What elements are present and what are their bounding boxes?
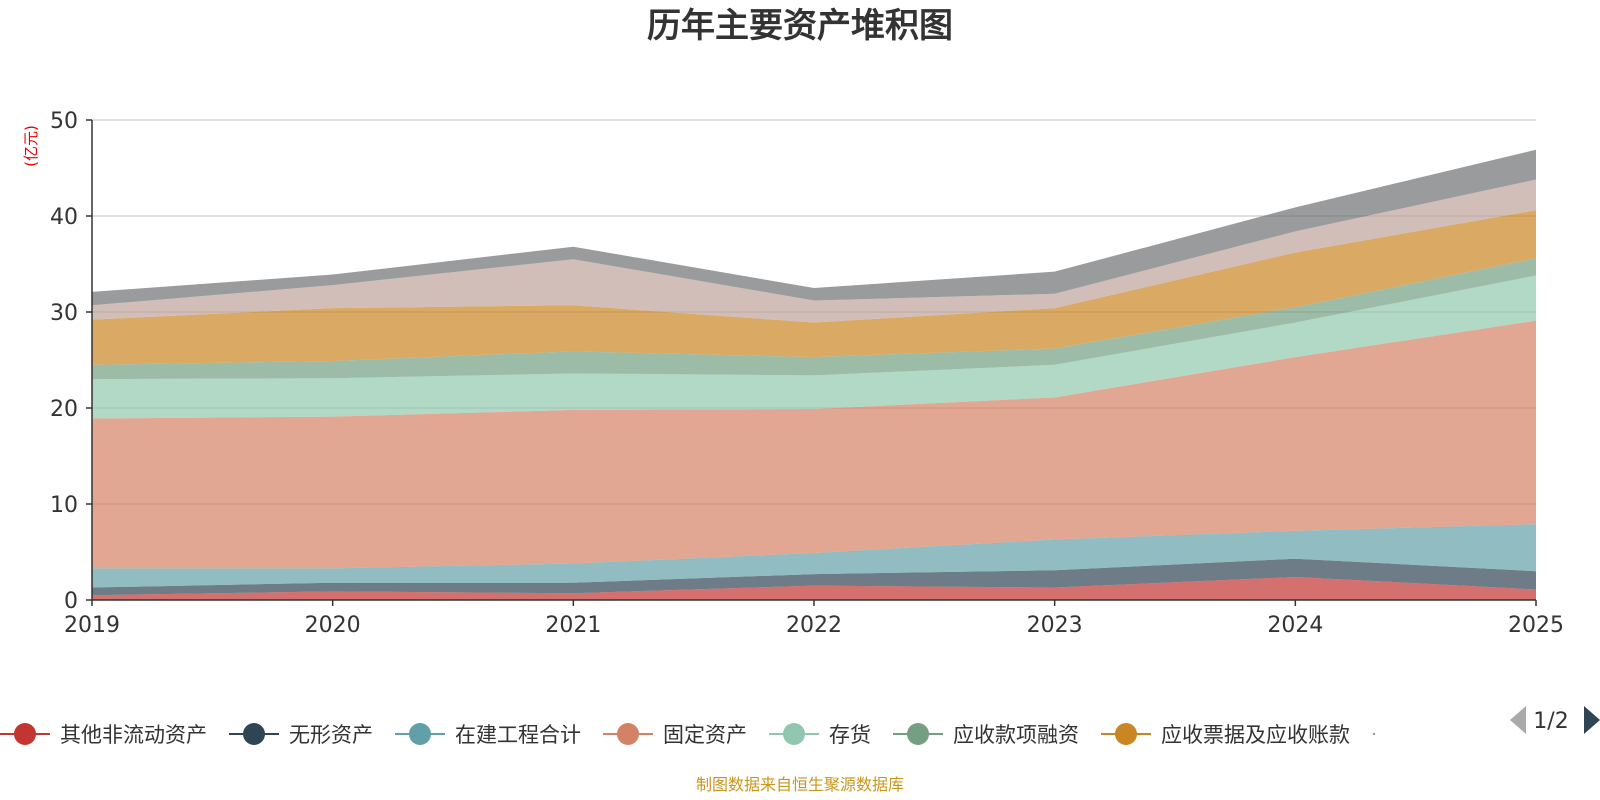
area-series-2[interactable] xyxy=(92,558,1536,596)
legend-pager: 1/2 xyxy=(1510,706,1600,734)
legend-dot-marker xyxy=(14,723,36,745)
legend-dot-marker xyxy=(1115,723,1137,745)
x-tick-label: 2020 xyxy=(305,613,361,638)
chart-title: 历年主要资产堆积图 xyxy=(647,6,953,46)
legend-label: 无形资产 xyxy=(289,723,373,747)
y-axis-unit-label: (亿元) xyxy=(22,125,40,167)
y-tick-label: 40 xyxy=(50,205,78,230)
area-series-9[interactable] xyxy=(92,149,1536,306)
y-tick-label: 30 xyxy=(50,301,78,326)
legend-dot-marker xyxy=(783,723,805,745)
legend-dot-marker xyxy=(907,723,929,745)
x-tick-label: 2024 xyxy=(1267,613,1323,638)
y-tick-label: 50 xyxy=(50,109,78,134)
legend-label: 在建工程合计 xyxy=(455,723,581,747)
axis-layer: 0 10 20 30 40 50 2019 2020 2021 2022 2023 2024 2025 xyxy=(50,109,1564,638)
legend-label: 其他非流动资产 xyxy=(60,723,207,747)
area-series-5[interactable] xyxy=(92,275,1536,419)
x-tick-label: 2025 xyxy=(1508,613,1564,638)
legend-item-3[interactable]: 在建工程合计 xyxy=(395,723,581,747)
area-series-8[interactable] xyxy=(92,179,1536,323)
y-tick-label: 0 xyxy=(64,589,78,614)
legend-next-page-icon[interactable] xyxy=(1584,706,1600,734)
legend-label: 应收款项融资 xyxy=(953,723,1079,747)
y-tick-label: 10 xyxy=(50,493,78,518)
y-tick-label: 20 xyxy=(50,397,78,422)
legend-item-6[interactable]: 应收款项融资 xyxy=(893,723,1079,747)
legend-item-5[interactable]: 存货 xyxy=(769,723,871,747)
area-series-4[interactable] xyxy=(92,320,1536,569)
area-series-6[interactable] xyxy=(92,258,1536,380)
legend-overflow-dot xyxy=(1372,732,1376,736)
data-source-note: 制图数据来自恒生聚源数据库 xyxy=(696,775,904,794)
legend-item-1[interactable]: 其他非流动资产 xyxy=(0,723,207,747)
legend-item-7[interactable]: 应收票据及应收账款 xyxy=(1101,723,1350,747)
legend: 其他非流动资产 无形资产 在建工程合计 固定资产 存货 应收款项融资 应收票据及应收账款 xyxy=(0,723,1376,747)
area-series-3[interactable] xyxy=(92,524,1536,588)
legend-dot-marker xyxy=(409,723,431,745)
legend-item-4[interactable]: 固定资产 xyxy=(603,723,747,747)
area-series-7[interactable] xyxy=(92,210,1536,365)
legend-dot-marker xyxy=(617,723,639,745)
legend-dot-marker xyxy=(243,723,265,745)
legend-page-indicator: 1/2 xyxy=(1533,709,1568,734)
x-tick-label: 2022 xyxy=(786,613,842,638)
legend-prev-page-icon[interactable] xyxy=(1510,706,1526,734)
x-tick-label: 2021 xyxy=(545,613,601,638)
legend-label: 存货 xyxy=(829,723,871,747)
legend-label: 应收票据及应收账款 xyxy=(1161,723,1350,747)
legend-item-2[interactable]: 无形资产 xyxy=(229,723,373,747)
legend-label: 固定资产 xyxy=(663,723,747,747)
x-tick-label: 2019 xyxy=(64,613,120,638)
area-series-1[interactable] xyxy=(92,576,1536,600)
area-layer xyxy=(92,149,1536,600)
x-tick-label: 2023 xyxy=(1027,613,1083,638)
